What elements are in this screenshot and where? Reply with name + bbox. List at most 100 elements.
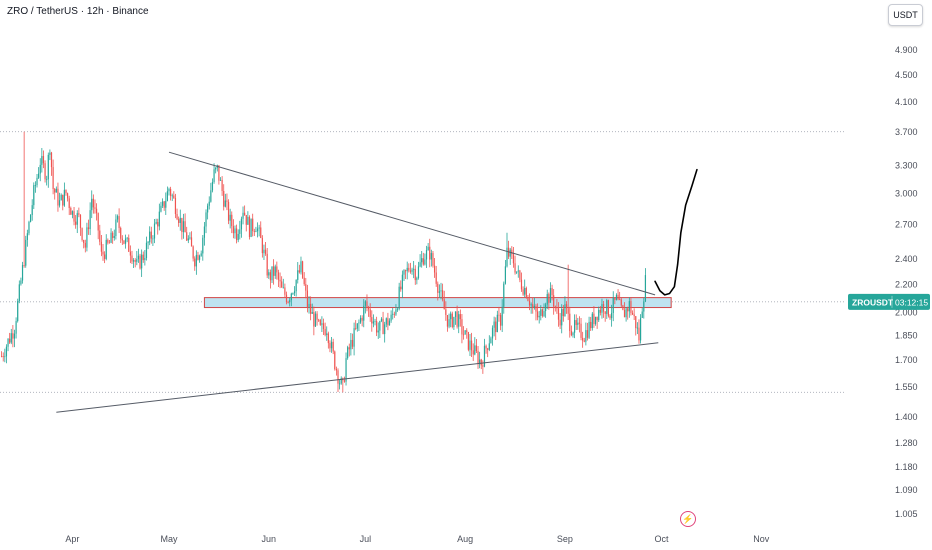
candle-body	[343, 380, 346, 382]
candle-body	[247, 216, 249, 225]
price-axis[interactable]: 5.5004.9004.5004.1003.7003.3003.0002.700…	[895, 11, 918, 519]
candle-body	[266, 253, 268, 276]
candle-body	[153, 223, 156, 239]
candle-body	[144, 258, 146, 261]
candle-body	[512, 254, 515, 264]
candle-body	[633, 314, 635, 317]
candle-body	[427, 246, 429, 251]
candle-body	[274, 266, 276, 276]
candle-body	[641, 311, 643, 318]
candle-body	[208, 201, 210, 206]
candle-body	[256, 228, 259, 232]
currency-badge[interactable]: USDT	[888, 4, 923, 26]
time-axis[interactable]: Apr May Jun Jul Aug Sep Oct Nov	[65, 534, 769, 544]
candle-body	[303, 277, 305, 285]
candle-body	[339, 383, 341, 385]
candle-body	[635, 316, 637, 329]
candle-body	[377, 330, 379, 333]
candle-body	[506, 247, 508, 267]
candle-body	[335, 369, 337, 371]
candle-body	[369, 309, 371, 318]
candle-body	[182, 221, 185, 233]
candle-body	[504, 266, 506, 284]
lightning-icon[interactable]: ⚡	[680, 511, 696, 527]
candle-body	[609, 315, 611, 319]
price-axis-label: 1.180	[895, 462, 918, 472]
candle-body	[232, 226, 234, 234]
candle-body	[503, 283, 505, 307]
candle-body	[483, 345, 486, 367]
time-axis-label: Oct	[655, 534, 670, 544]
candle-body	[556, 307, 558, 309]
candle-body	[9, 338, 11, 343]
resistance-trendline	[168, 151, 656, 296]
candle-body	[405, 270, 407, 272]
candle-body	[445, 309, 447, 315]
candle-body	[487, 348, 489, 350]
candle-body	[580, 323, 582, 338]
price-tag-symbol: ZROUSDT	[852, 297, 894, 307]
candle-body	[545, 304, 547, 312]
candle-body	[186, 232, 188, 241]
candle-body	[33, 185, 35, 206]
candle-body	[498, 314, 500, 316]
candle-body	[403, 270, 405, 275]
candle-body	[419, 262, 421, 267]
candle-body	[187, 238, 189, 241]
candle-body	[18, 284, 20, 302]
candle-body	[561, 308, 563, 326]
candle-body	[532, 304, 534, 308]
candle-body	[577, 322, 579, 325]
candle-body	[134, 260, 136, 262]
candle-body	[400, 286, 402, 290]
candle-body	[318, 319, 320, 321]
candle-body	[271, 266, 273, 281]
candle-body	[615, 294, 618, 300]
candle-body	[536, 311, 539, 318]
candle-body	[496, 314, 498, 333]
candle-body	[2, 356, 4, 358]
candle-body	[38, 173, 40, 178]
candle-body	[142, 254, 144, 261]
price-axis-label: 1.700	[895, 355, 918, 365]
price-axis-label: 1.090	[895, 485, 918, 495]
candle-body	[351, 339, 354, 347]
candle-body	[173, 195, 175, 199]
candle-body	[213, 169, 215, 183]
candle-body	[562, 308, 564, 317]
candle-body	[23, 265, 25, 266]
candle-body	[205, 212, 207, 227]
candle-body	[83, 240, 85, 244]
candle-body	[453, 316, 455, 328]
candle-body	[290, 293, 292, 301]
candle-body	[540, 309, 542, 316]
candle-body	[482, 365, 484, 367]
price-axis-label: 2.700	[895, 219, 918, 229]
candle-body	[81, 228, 83, 241]
candle-body	[277, 272, 280, 280]
candle-body	[149, 231, 151, 243]
candle-body	[493, 321, 495, 328]
candle-body	[293, 291, 296, 294]
candle-body	[594, 316, 597, 325]
candle-body	[546, 294, 548, 305]
candle-body	[347, 347, 349, 359]
candle-body	[588, 321, 590, 338]
price-tag-countdown: 03:12:15	[895, 297, 928, 307]
candle-body	[10, 333, 12, 343]
candle-body	[345, 358, 347, 382]
candle-body	[240, 218, 243, 230]
candle-body	[583, 340, 585, 342]
candle-body	[622, 305, 624, 310]
candle-body	[70, 208, 72, 215]
candle-body	[413, 268, 415, 270]
candle-body	[366, 301, 368, 308]
candle-body	[456, 311, 458, 327]
candle-body	[628, 301, 630, 312]
candle-body	[47, 154, 49, 180]
candle-body	[282, 287, 284, 289]
candle-body	[276, 266, 278, 273]
candle-body	[572, 332, 574, 336]
candle-body	[202, 237, 204, 254]
